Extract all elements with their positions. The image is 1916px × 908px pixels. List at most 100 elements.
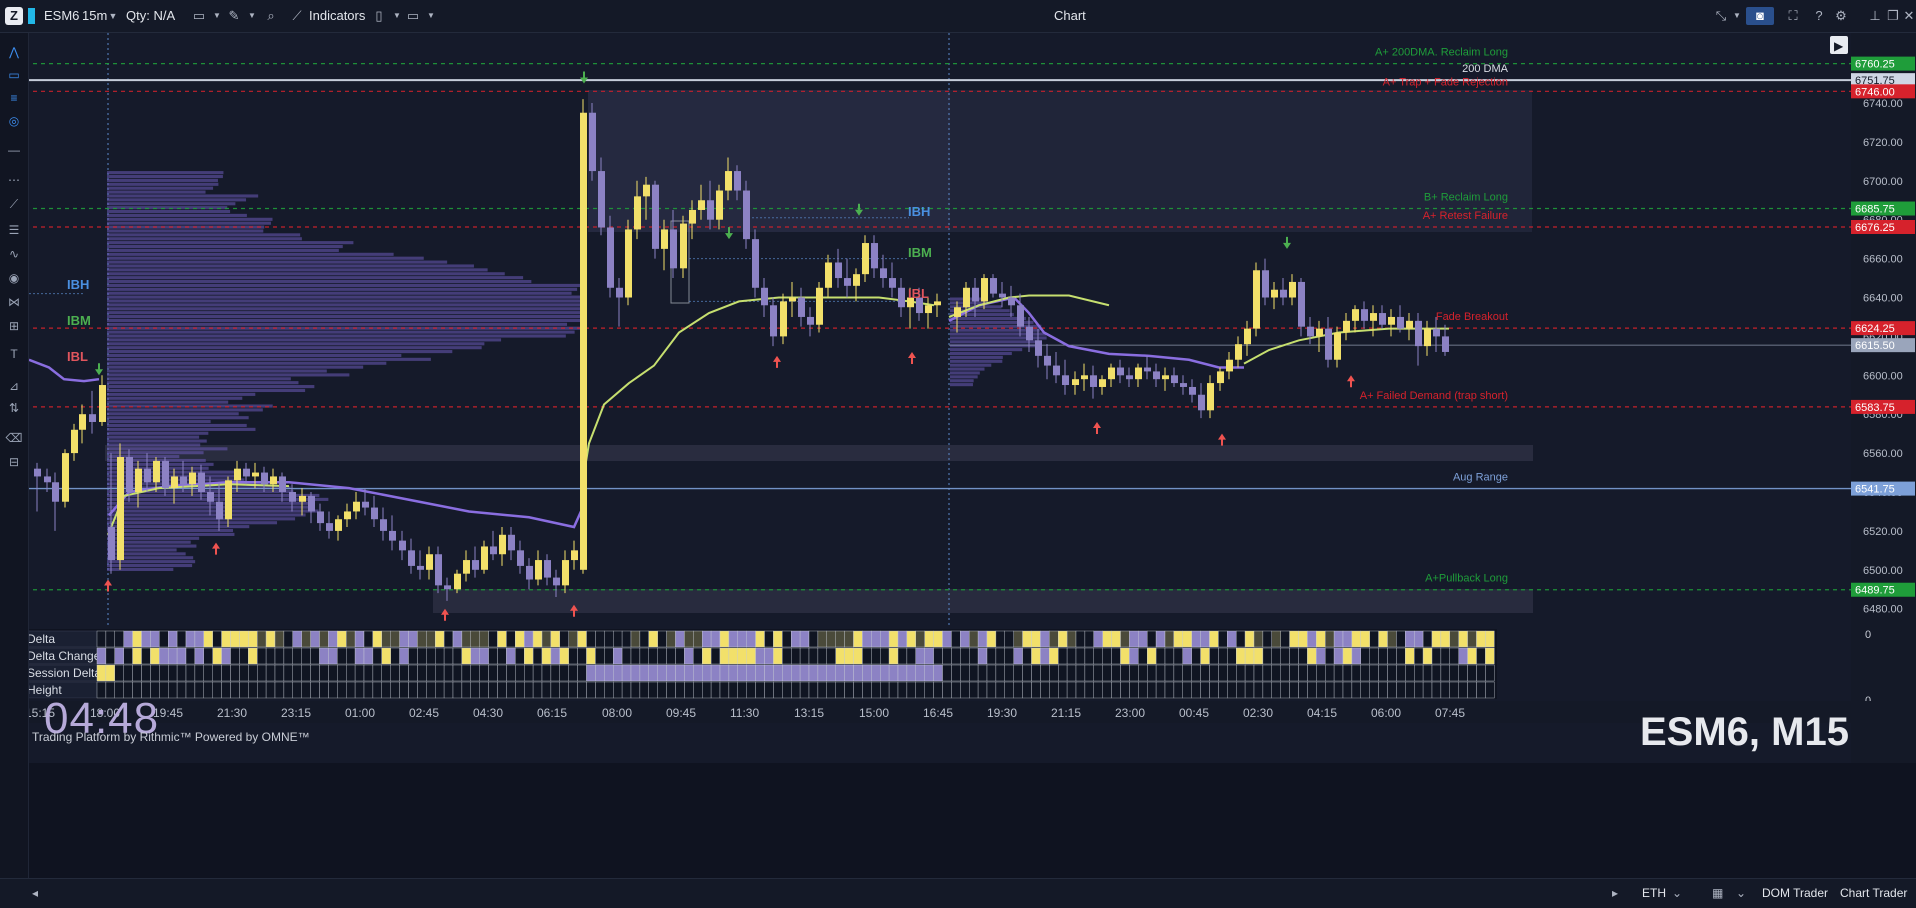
chevron-down-icon[interactable]: ▼	[248, 11, 256, 20]
candle-body[interactable]	[1397, 316, 1404, 329]
chevron-down-icon[interactable]: ▼	[108, 11, 118, 21]
candle-body[interactable]	[99, 385, 106, 422]
candle-body[interactable]	[707, 200, 714, 220]
zoom-icon[interactable]: ⌕	[267, 8, 275, 23]
candle-body[interactable]	[1379, 313, 1386, 325]
candle-body[interactable]	[1406, 320, 1413, 329]
candle-body[interactable]	[999, 293, 1006, 298]
chevron-down-icon[interactable]: ▼	[393, 11, 401, 20]
fib-icon[interactable]: ☰	[8, 223, 20, 237]
brush-icon[interactable]: ∿	[8, 247, 20, 261]
candle-body[interactable]	[408, 550, 415, 566]
candle-body[interactable]	[990, 278, 997, 294]
candle-body[interactable]	[1280, 289, 1287, 298]
time-axis[interactable]	[29, 701, 1916, 723]
candle-body[interactable]	[1415, 320, 1422, 347]
candle-body[interactable]	[916, 297, 923, 314]
eraser-icon[interactable]: ⌫	[5, 431, 23, 445]
candle-body[interactable]	[1253, 270, 1260, 329]
candle-body[interactable]	[954, 307, 961, 317]
chevron-down-icon[interactable]: ▼	[1733, 11, 1741, 20]
candle-body[interactable]	[907, 297, 914, 308]
candle-body[interactable]	[289, 492, 296, 502]
candle-body[interactable]	[444, 585, 451, 590]
help-icon[interactable]: ?	[1815, 8, 1823, 23]
candle-body[interactable]	[689, 209, 696, 224]
rectangle-icon[interactable]: ▭	[8, 68, 20, 82]
candle-body[interactable]	[508, 534, 515, 551]
close-icon[interactable]: ✕	[1903, 8, 1915, 23]
candle-body[interactable]	[716, 190, 723, 220]
candle-body[interactable]	[1307, 326, 1314, 337]
candle-body[interactable]	[1026, 326, 1033, 341]
candle-body[interactable]	[162, 460, 169, 489]
candle-body[interactable]	[598, 171, 605, 228]
restore-icon[interactable]: ❐	[1887, 8, 1899, 23]
candle-body[interactable]	[535, 560, 542, 580]
candle-body[interactable]	[171, 476, 178, 489]
candle-body[interactable]	[463, 560, 470, 574]
candle-body[interactable]	[1271, 289, 1278, 298]
candle-body[interactable]	[435, 554, 442, 586]
candle-body[interactable]	[1207, 383, 1214, 411]
candle-body[interactable]	[389, 530, 396, 541]
candle-body[interactable]	[34, 468, 41, 477]
candle-body[interactable]	[126, 456, 133, 492]
candle-body[interactable]	[335, 519, 342, 531]
candle-body[interactable]	[1388, 316, 1395, 325]
candle-body[interactable]	[1334, 332, 1341, 360]
candle-body[interactable]	[634, 196, 641, 230]
candle-body[interactable]	[526, 565, 533, 580]
candle-body[interactable]	[62, 453, 69, 502]
candle-body[interactable]	[853, 274, 860, 286]
candle-body[interactable]	[198, 472, 205, 492]
candle-body[interactable]	[216, 501, 223, 520]
symbol-selector[interactable]: ESM6	[44, 8, 80, 23]
candle-body[interactable]	[1053, 365, 1060, 376]
indicators-button[interactable]: Indicators	[309, 8, 366, 23]
scroll-left-icon[interactable]: ◂	[32, 886, 39, 900]
cursor-icon[interactable]: ⋀	[9, 45, 19, 59]
candle-body[interactable]	[725, 171, 732, 191]
candle-body[interactable]	[835, 262, 842, 279]
candle-body[interactable]	[1108, 367, 1115, 380]
candle-body[interactable]	[117, 456, 124, 561]
session-selector[interactable]: ETH	[1642, 886, 1666, 900]
candle-body[interactable]	[972, 287, 979, 302]
price-level-badge[interactable]	[1851, 56, 1915, 71]
candle-body[interactable]	[89, 414, 96, 422]
candle-body[interactable]	[252, 472, 259, 477]
candle-body[interactable]	[153, 460, 160, 483]
candle-body[interactable]	[625, 229, 632, 298]
templates-icon[interactable]: ▯	[375, 8, 383, 23]
candle-body[interactable]	[1198, 394, 1205, 411]
text-icon[interactable]: T	[10, 347, 18, 361]
candle-body[interactable]	[1062, 375, 1069, 386]
candle-body[interactable]	[1442, 336, 1449, 352]
timeframe-selector[interactable]: 15m	[82, 8, 108, 23]
candle-body[interactable]	[426, 554, 433, 570]
price-level-badge[interactable]	[1851, 338, 1915, 353]
qty-field[interactable]: Qty: N/A	[126, 8, 176, 23]
candle-body[interactable]	[1180, 383, 1187, 387]
price-level-badge[interactable]	[1851, 201, 1915, 216]
price-level-badge[interactable]	[1851, 321, 1915, 336]
candle-body[interactable]	[571, 550, 578, 561]
candle-body[interactable]	[553, 577, 560, 586]
candle-body[interactable]	[643, 184, 650, 197]
candle-body[interactable]	[1017, 305, 1024, 327]
candle-body[interactable]	[807, 316, 814, 325]
measure-icon[interactable]: ⊿	[8, 379, 20, 393]
price-level-badge[interactable]	[1851, 481, 1915, 496]
candle-body[interactable]	[898, 287, 905, 308]
layout-icon[interactable]: ▭	[406, 8, 420, 23]
candle-body[interactable]	[1117, 367, 1124, 376]
candle-body[interactable]	[616, 287, 623, 298]
candle-body[interactable]	[1289, 281, 1296, 298]
candle-body[interactable]	[225, 480, 232, 520]
candle-body[interactable]	[661, 229, 668, 249]
fullscreen-icon[interactable]: ⛶	[1788, 8, 1798, 23]
candle-body[interactable]	[1044, 355, 1051, 366]
candle-body[interactable]	[399, 540, 406, 551]
candle-body[interactable]	[1244, 328, 1251, 345]
